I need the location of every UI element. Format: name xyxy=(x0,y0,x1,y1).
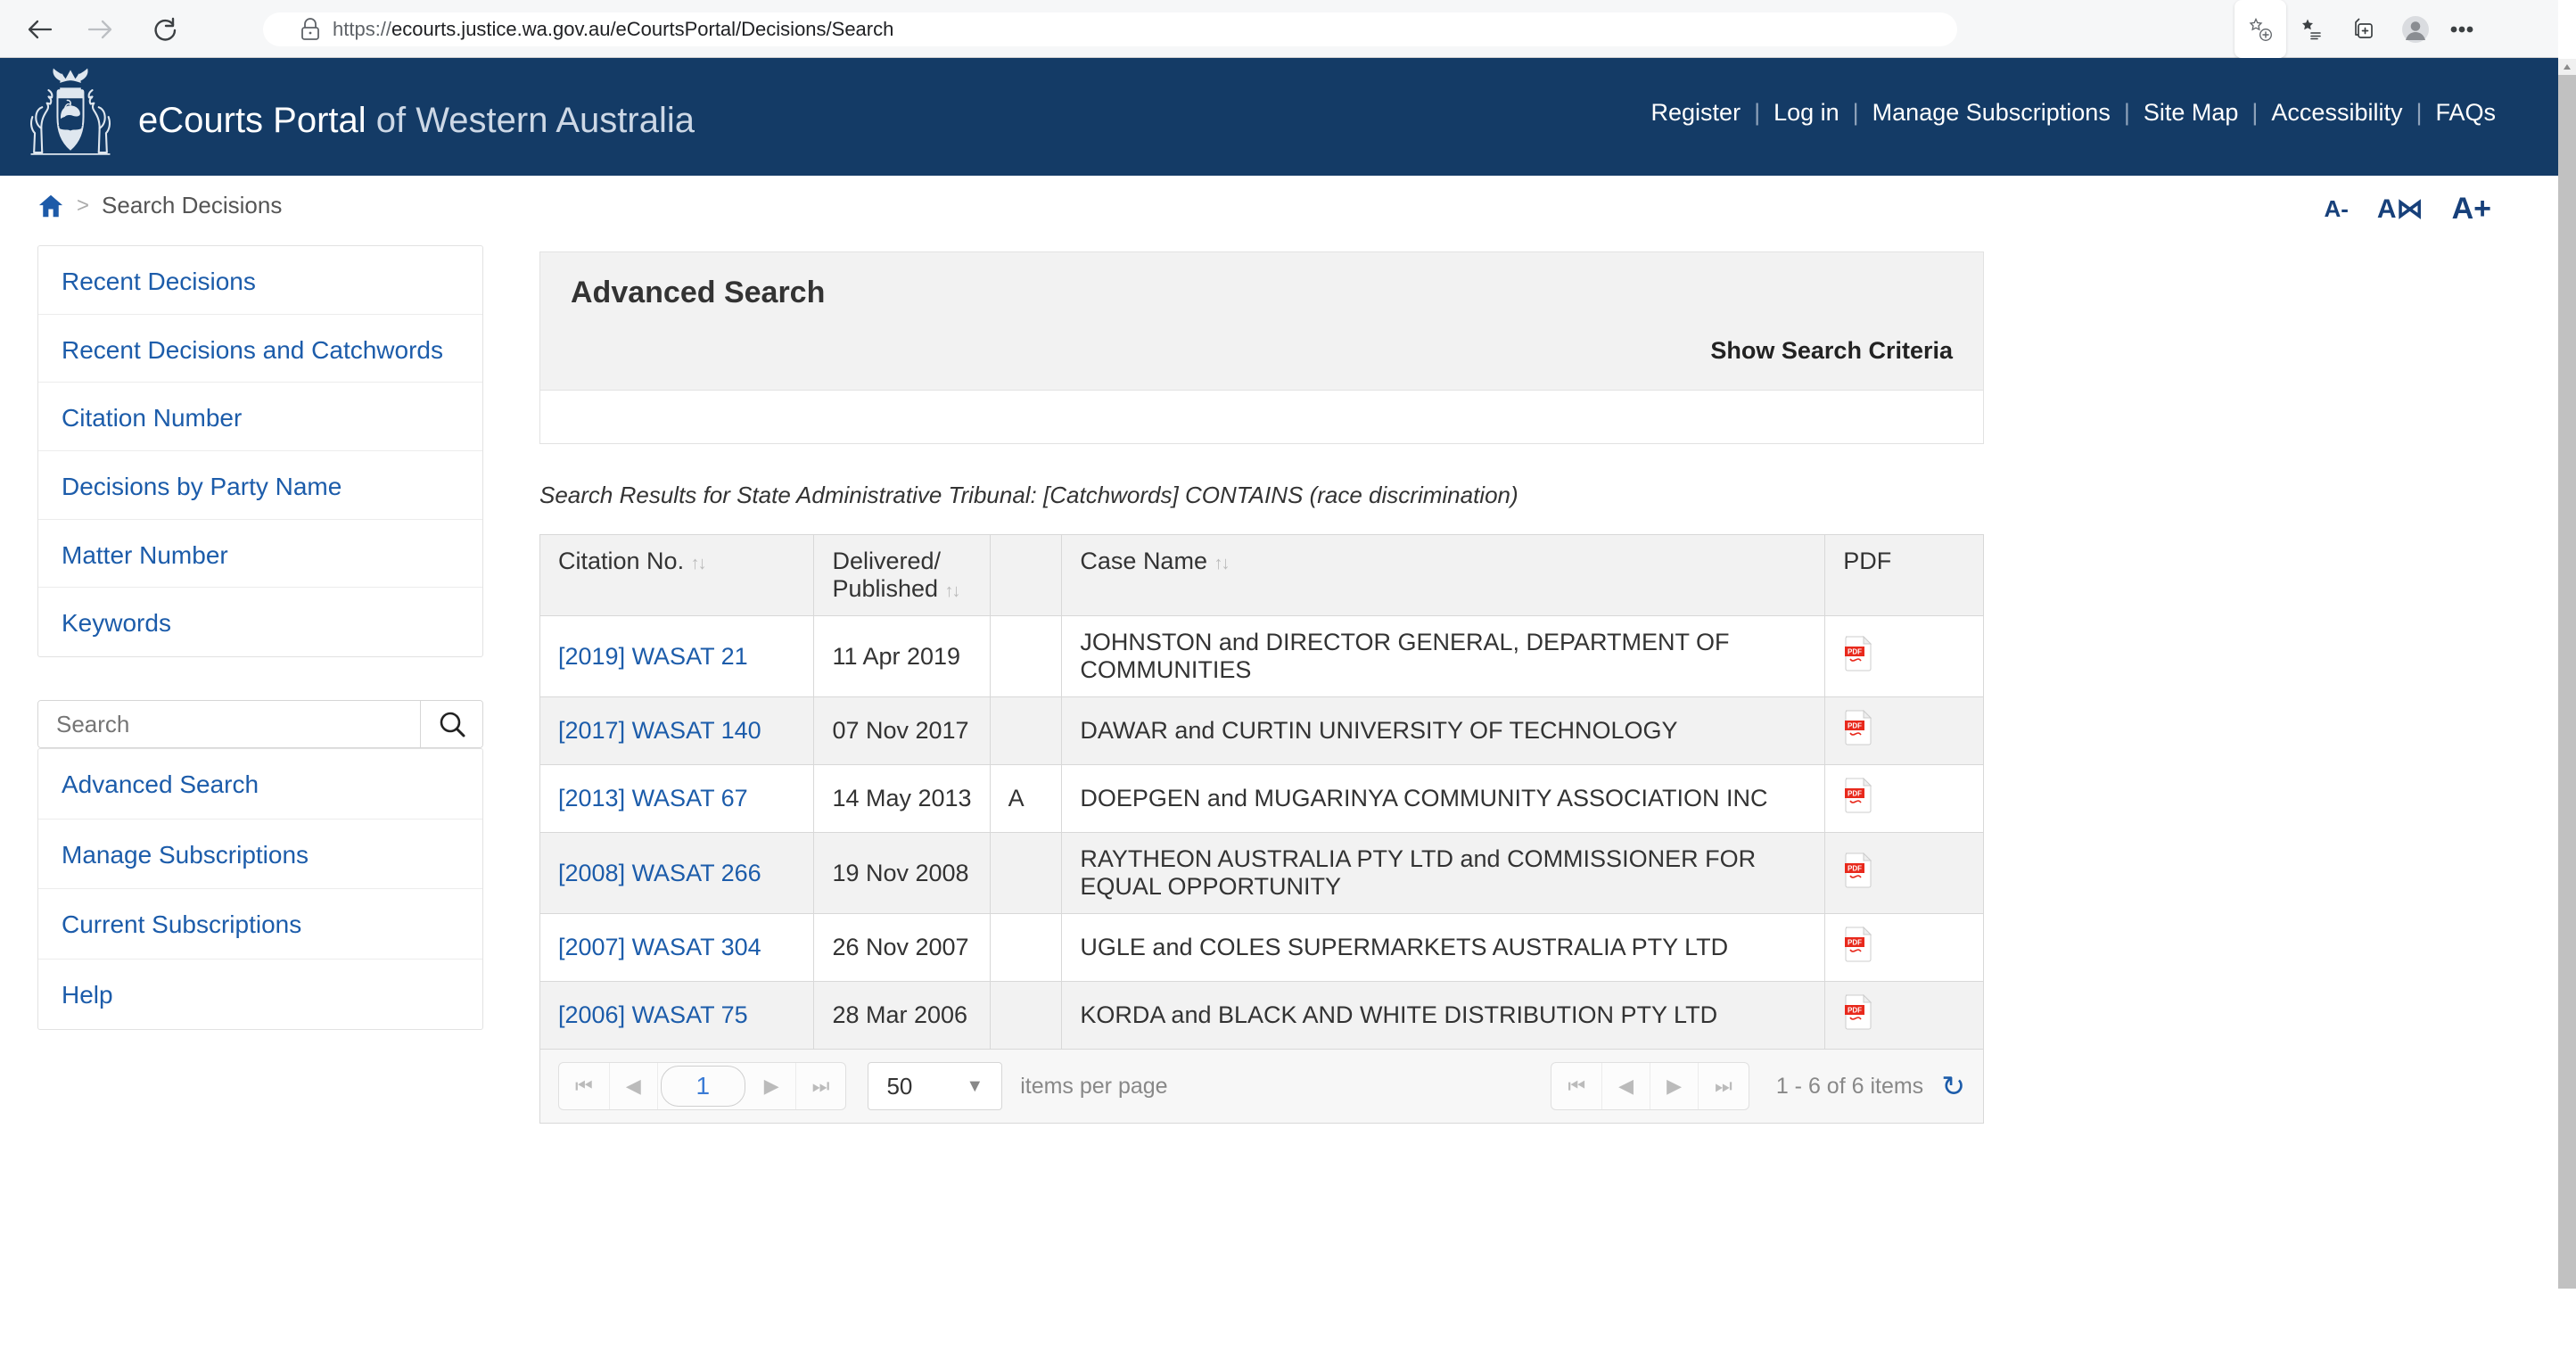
svg-text:PDF: PDF xyxy=(1848,1007,1862,1015)
svg-text:PDF: PDF xyxy=(1848,790,1862,798)
svg-text:PDF: PDF xyxy=(1848,722,1862,730)
svg-text:PDF: PDF xyxy=(1848,939,1862,947)
svg-text:PDF: PDF xyxy=(1848,864,1862,872)
svg-text:PDF: PDF xyxy=(1848,647,1862,655)
